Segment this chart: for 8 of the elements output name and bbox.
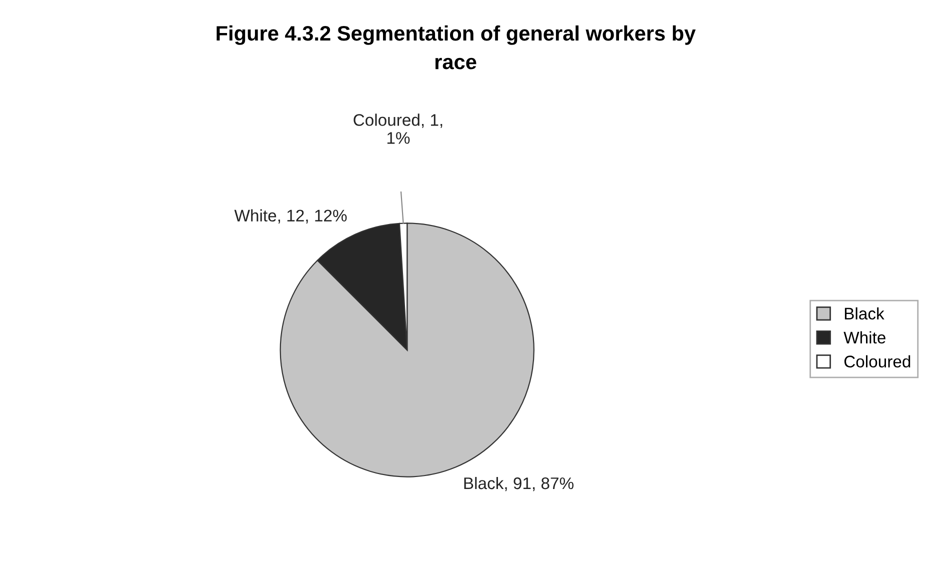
chart-title: Figure 4.3.2 Segmentation of general workers by race [216,25,696,70]
legend-label: Black [844,307,884,320]
data-label: Black, 91, 87% [464,476,574,492]
legend-label: Coloured [844,355,910,368]
legend-label: White [844,331,886,344]
pie-slice [280,222,534,478]
data-label: White, 12, 12% [234,209,347,224]
data-label: Coloured, 1, 1% [354,114,442,144]
